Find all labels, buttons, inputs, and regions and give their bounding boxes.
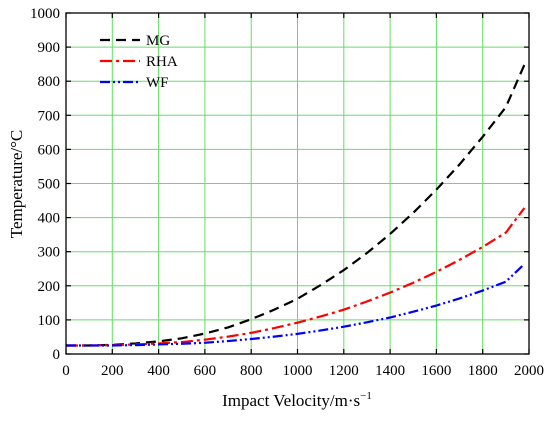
y-tick-label: 500 <box>38 177 61 193</box>
x-tick-label: 600 <box>194 363 217 379</box>
x-axis-title-superscript: −1 <box>360 390 372 402</box>
y-tick-label: 900 <box>38 40 61 56</box>
y-tick-label: 0 <box>53 347 61 363</box>
y-tick-label: 1000 <box>30 6 60 22</box>
x-tick-label: 1800 <box>468 363 498 379</box>
x-tick-label: 2000 <box>514 363 544 379</box>
x-tick-label: 0 <box>62 363 70 379</box>
legend-label-mg: MG <box>146 33 170 49</box>
x-tick-label: 1000 <box>283 363 313 379</box>
legend-label-wf: WF <box>146 75 169 91</box>
series-group <box>66 64 526 347</box>
x-tick-label: 1200 <box>329 363 359 379</box>
tick-labels: 0 200 400 600 800 1000 1200 1400 1600 1800 2000 0 10… <box>30 6 544 379</box>
legend-label-rha: RHA <box>146 54 178 70</box>
legend: MG RHA WF <box>100 33 178 91</box>
x-axis-title: Impact Velocity/m·s−1 <box>222 390 372 410</box>
y-axis-title: Temperature/°C <box>7 130 26 239</box>
x-tick-label: 800 <box>240 363 263 379</box>
y-tick-label: 200 <box>38 279 61 295</box>
x-tick-label: 1600 <box>421 363 451 379</box>
x-tick-label: 400 <box>147 363 170 379</box>
y-tick-label: 400 <box>38 211 61 227</box>
y-tick-label: 300 <box>38 245 61 261</box>
y-tick-label: 800 <box>38 74 61 90</box>
series-line-mg <box>66 64 526 347</box>
axes <box>65 12 530 355</box>
x-tick-label: 200 <box>101 363 124 379</box>
y-tick-label: 700 <box>38 108 61 124</box>
y-tick-label: 100 <box>38 313 61 329</box>
series-line-wf <box>66 263 526 347</box>
y-tick-label: 600 <box>38 142 61 158</box>
x-tick-label: 1400 <box>375 363 405 379</box>
